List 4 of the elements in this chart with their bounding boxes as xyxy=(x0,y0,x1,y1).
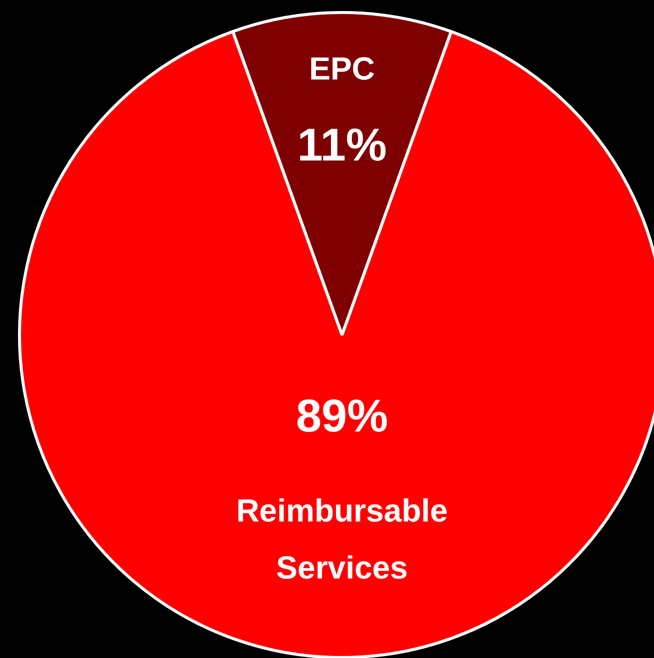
slice-label: Reimbursable Services xyxy=(236,492,448,586)
data-label: 11% xyxy=(297,118,387,171)
slice-label: EPC xyxy=(309,50,375,86)
data-label: 89% xyxy=(296,390,388,442)
